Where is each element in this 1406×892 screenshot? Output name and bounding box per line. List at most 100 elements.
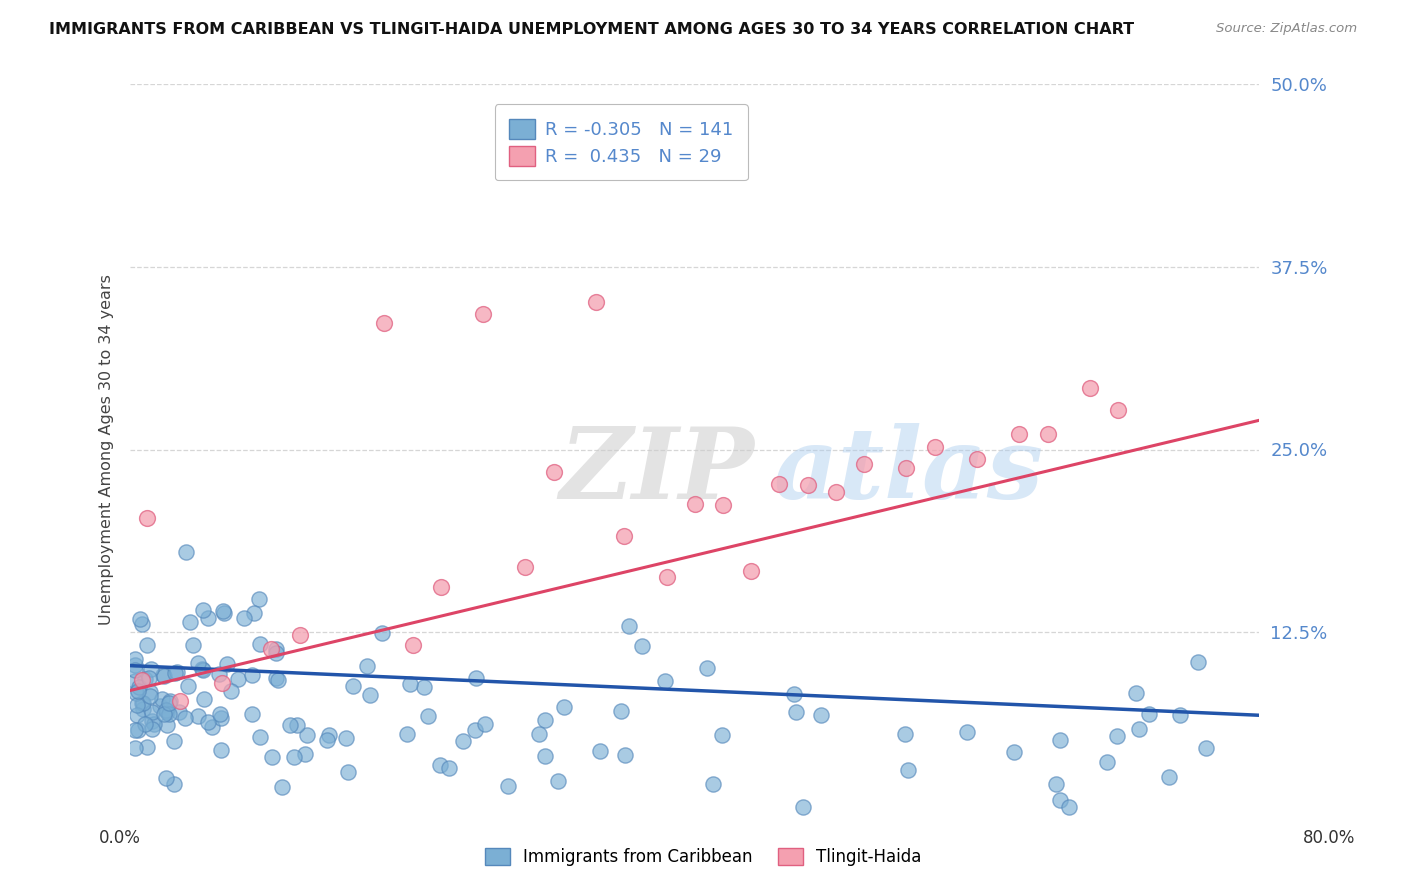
- Point: [169, 693, 191, 707]
- Point: [318, 728, 340, 742]
- Point: [371, 626, 394, 640]
- Point: [209, 710, 232, 724]
- Point: [155, 703, 177, 717]
- Point: [128, 680, 150, 694]
- Point: [401, 638, 423, 652]
- Point: [437, 760, 460, 774]
- Point: [125, 698, 148, 713]
- Point: [683, 497, 706, 511]
- Point: [897, 763, 920, 777]
- Point: [240, 668, 263, 682]
- Text: IMMIGRANTS FROM CARIBBEAN VS TLINGIT-HAIDA UNEMPLOYMENT AMONG AGES 30 TO 34 YEAR: IMMIGRANTS FROM CARIBBEAN VS TLINGIT-HAI…: [49, 22, 1135, 37]
- Point: [159, 694, 181, 708]
- Point: [655, 570, 678, 584]
- Point: [1078, 381, 1101, 395]
- Point: [429, 758, 451, 772]
- Point: [280, 718, 302, 732]
- Text: 80.0%: 80.0%: [1302, 829, 1355, 847]
- Point: [543, 466, 565, 480]
- Point: [139, 685, 162, 699]
- Point: [124, 723, 146, 737]
- Point: [465, 671, 488, 685]
- Point: [1002, 745, 1025, 759]
- Point: [260, 642, 283, 657]
- Point: [249, 637, 271, 651]
- Point: [613, 747, 636, 762]
- Point: [496, 779, 519, 793]
- Point: [619, 619, 641, 633]
- Point: [166, 665, 188, 679]
- Point: [152, 668, 174, 682]
- Point: [208, 667, 231, 681]
- Point: [335, 731, 357, 746]
- Point: [796, 477, 818, 491]
- Point: [613, 529, 636, 543]
- Point: [124, 663, 146, 677]
- Point: [1036, 427, 1059, 442]
- Text: ZIP: ZIP: [560, 423, 754, 520]
- Point: [1049, 733, 1071, 747]
- Point: [1095, 756, 1118, 770]
- Point: [233, 610, 256, 624]
- Point: [139, 689, 162, 703]
- Point: [553, 699, 575, 714]
- Point: [149, 699, 172, 714]
- Point: [359, 688, 381, 702]
- Point: [413, 680, 436, 694]
- Point: [610, 704, 633, 718]
- Point: [187, 656, 209, 670]
- Point: [373, 316, 395, 330]
- Point: [193, 691, 215, 706]
- Point: [267, 673, 290, 687]
- Point: [127, 723, 149, 737]
- Point: [1107, 403, 1129, 417]
- Point: [211, 604, 233, 618]
- Point: [125, 686, 148, 700]
- Point: [174, 711, 197, 725]
- Point: [201, 720, 224, 734]
- Point: [209, 706, 232, 721]
- Legend: R = -0.305   N = 141, R =  0.435   N = 29: R = -0.305 N = 141, R = 0.435 N = 29: [495, 104, 748, 180]
- Point: [131, 696, 153, 710]
- Point: [209, 743, 232, 757]
- Point: [696, 660, 718, 674]
- Point: [212, 607, 235, 621]
- Point: [215, 657, 238, 672]
- Point: [1125, 686, 1147, 700]
- Point: [134, 716, 156, 731]
- Point: [131, 617, 153, 632]
- Point: [163, 777, 186, 791]
- Point: [894, 727, 917, 741]
- Point: [288, 628, 311, 642]
- Point: [136, 638, 159, 652]
- Point: [187, 708, 209, 723]
- Point: [710, 728, 733, 742]
- Point: [260, 750, 283, 764]
- Point: [1057, 800, 1080, 814]
- Point: [342, 679, 364, 693]
- Point: [247, 592, 270, 607]
- Point: [337, 764, 360, 779]
- Point: [533, 713, 555, 727]
- Point: [399, 676, 422, 690]
- Point: [134, 672, 156, 686]
- Point: [266, 642, 288, 657]
- Point: [190, 662, 212, 676]
- Point: [588, 744, 610, 758]
- Point: [295, 728, 318, 742]
- Point: [396, 727, 419, 741]
- Point: [924, 440, 946, 454]
- Point: [211, 676, 233, 690]
- Point: [810, 707, 832, 722]
- Point: [264, 646, 287, 660]
- Point: [792, 800, 814, 814]
- Point: [132, 696, 155, 710]
- Point: [585, 294, 607, 309]
- Point: [141, 714, 163, 729]
- Point: [547, 774, 569, 789]
- Point: [283, 750, 305, 764]
- Point: [167, 705, 190, 719]
- Point: [156, 705, 179, 719]
- Point: [127, 684, 149, 698]
- Point: [165, 666, 187, 681]
